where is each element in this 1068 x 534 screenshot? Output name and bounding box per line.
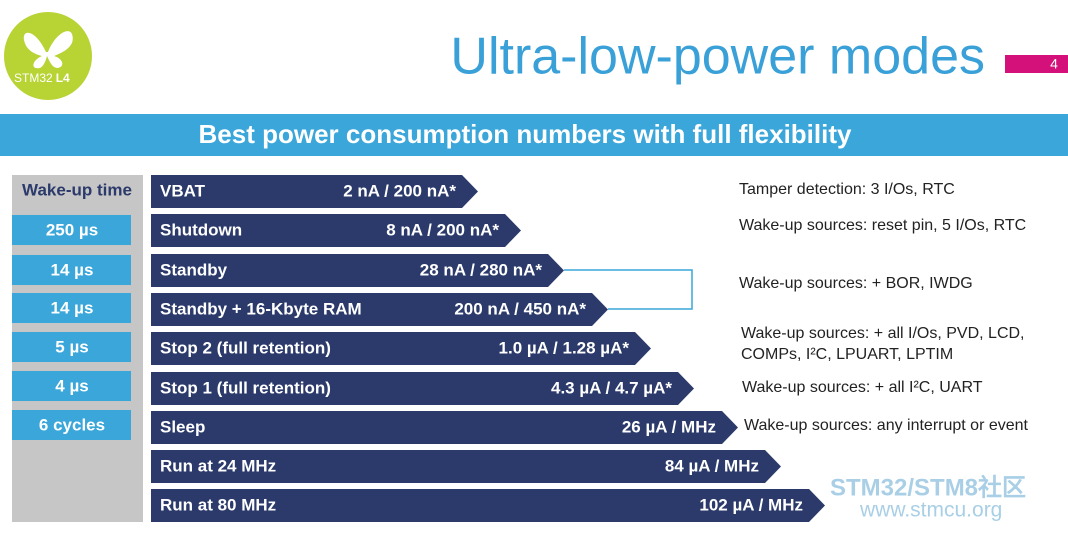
mode-consumption: 200 nA / 450 nA* bbox=[454, 299, 586, 318]
mode-arrow bbox=[151, 175, 478, 208]
watermark-url: www.stmcu.org bbox=[859, 499, 1002, 522]
page-number-box bbox=[1005, 55, 1068, 73]
mode-consumption: 28 nA / 280 nA* bbox=[420, 260, 543, 279]
logo-text: STM32 L4 bbox=[14, 71, 70, 85]
page-number: 4 bbox=[1050, 56, 1058, 72]
mode-arrow bbox=[151, 450, 781, 483]
mode-arrow bbox=[151, 293, 608, 326]
wakeup-time: 5 µs bbox=[55, 337, 88, 356]
mode-name: Sleep bbox=[160, 417, 205, 436]
mode-arrow bbox=[151, 489, 825, 522]
mode-arrow bbox=[151, 332, 651, 365]
mode-name: Standby + 16-Kbyte RAM bbox=[160, 299, 362, 318]
mode-consumption: 84 µA / MHz bbox=[665, 456, 759, 475]
mode-consumption: 1.0 µA / 1.28 µA* bbox=[499, 338, 630, 357]
logo-brand: STM32 bbox=[14, 71, 53, 85]
mode-consumption: 4.3 µA / 4.7 µA* bbox=[551, 378, 672, 397]
mode-name: VBAT bbox=[160, 181, 206, 200]
watermark-name: STM32/STM8社区 bbox=[830, 473, 1026, 501]
logo-butterfly bbox=[23, 31, 73, 69]
wakeup-box bbox=[12, 332, 131, 362]
note-text: Wake-up sources: + all I/Os, PVD, LCD, bbox=[741, 325, 1025, 342]
mode-arrow bbox=[151, 372, 694, 405]
mode-consumption: 102 µA / MHz bbox=[699, 495, 803, 514]
banner bbox=[0, 114, 1068, 156]
wakeup-time: 14 µs bbox=[51, 298, 94, 317]
mode-arrow bbox=[151, 411, 738, 444]
title: Ultra-low-power modes bbox=[450, 28, 985, 86]
mode-name: Standby bbox=[160, 260, 228, 279]
mode-arrow bbox=[151, 214, 521, 247]
mode-consumption: 26 µA / MHz bbox=[622, 417, 716, 436]
note-text: Tamper detection: 3 I/Os, RTC bbox=[739, 181, 955, 198]
wakeup-time: 4 µs bbox=[55, 376, 88, 395]
wakeup-box bbox=[12, 371, 131, 401]
logo-series: L4 bbox=[56, 71, 70, 85]
wakeup-box bbox=[12, 215, 131, 245]
wakeup-box bbox=[12, 293, 131, 323]
mode-name: Shutdown bbox=[160, 220, 242, 239]
mode-arrow bbox=[151, 254, 564, 287]
wakeup-box bbox=[12, 255, 131, 285]
wakeup-time: 6 cycles bbox=[39, 415, 105, 434]
mode-name: Run at 24 MHz bbox=[160, 456, 276, 475]
note-text: Wake-up sources: any interrupt or event bbox=[744, 417, 1029, 434]
mode-name: Run at 80 MHz bbox=[160, 495, 276, 514]
note-text: Wake-up sources: + all I²C, UART bbox=[742, 379, 983, 396]
wakeup-time: 250 µs bbox=[46, 220, 98, 239]
mode-name: Stop 2 (full retention) bbox=[160, 338, 331, 357]
note-text: Wake-up sources: reset pin, 5 I/Os, RTC bbox=[739, 217, 1026, 234]
bracket bbox=[564, 269, 693, 310]
wakeup-time: 14 µs bbox=[51, 260, 94, 279]
note-text: Wake-up sources: + BOR, IWDG bbox=[739, 275, 973, 292]
wakeup-header: Wake-up time bbox=[22, 180, 132, 199]
mode-consumption: 8 nA / 200 nA* bbox=[386, 220, 499, 239]
mode-name: Stop 1 (full retention) bbox=[160, 378, 331, 397]
note-text: COMPs, I²C, LPUART, LPTIM bbox=[741, 346, 953, 363]
banner-text: Best power consumption numbers with full… bbox=[199, 119, 852, 149]
wakeup-box bbox=[12, 410, 131, 440]
mode-consumption: 2 nA / 200 nA* bbox=[343, 181, 456, 200]
